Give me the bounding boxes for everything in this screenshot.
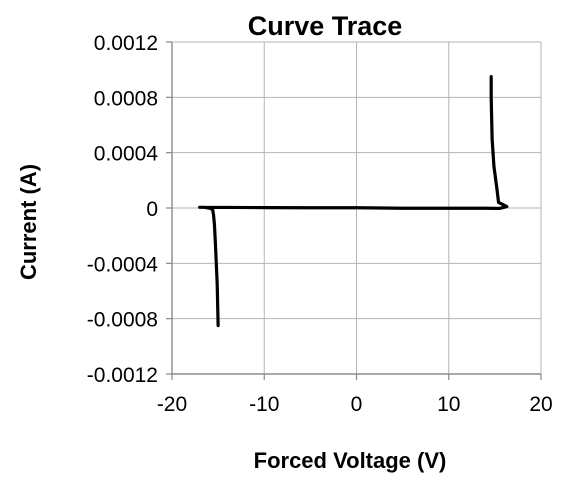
- y-tick-label: -0.0004: [87, 253, 159, 276]
- x-axis-label: Forced Voltage (V): [254, 448, 447, 473]
- x-tick-label: 10: [437, 393, 460, 416]
- x-tick-label: 0: [351, 393, 363, 416]
- series-layer: [198, 74, 509, 328]
- x-tick-label: -10: [249, 393, 279, 416]
- axes: [166, 41, 542, 380]
- chart-title: Curve Trace: [248, 11, 403, 41]
- y-tick-label: 0.0008: [94, 87, 158, 110]
- series-line: [198, 74, 509, 328]
- y-tick-label: 0.0004: [94, 143, 159, 166]
- y-tick-label: -0.0012: [87, 364, 158, 387]
- tick-labels: -20 -10 0 10 20 0.0012 0.0008 0.0004 0 -0.0004 -0.…: [87, 32, 553, 416]
- x-tick-label: -20: [157, 393, 187, 416]
- y-tick-label: 0: [146, 198, 158, 221]
- y-tick-label: 0.0012: [94, 32, 158, 55]
- y-tick-label: -0.0008: [87, 309, 158, 332]
- y-axis-label: Current (A): [16, 164, 41, 280]
- x-tick-label: 20: [529, 393, 552, 416]
